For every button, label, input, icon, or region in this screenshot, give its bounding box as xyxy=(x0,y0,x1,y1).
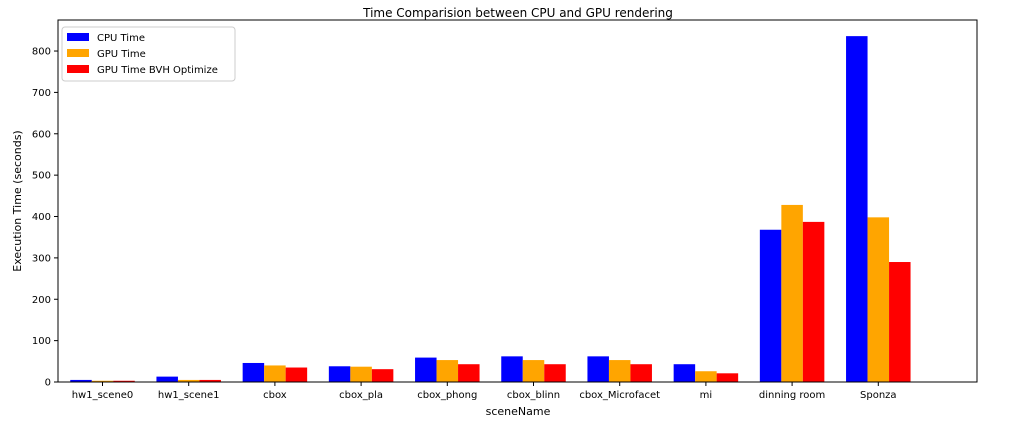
y-tick-label: 0 xyxy=(45,378,51,389)
bar-gpu-time-bvh-optimize-5 xyxy=(544,364,566,382)
bar-gpu-time-4 xyxy=(436,360,459,382)
bar-gpu-time-bvh-optimize-0 xyxy=(113,380,135,382)
y-axis: 0 100 200 300 400 500 600 700 800 xyxy=(32,47,58,389)
x-tick-label: cbox_phong xyxy=(417,390,477,401)
bar-gpu-time-bvh-optimize-3 xyxy=(371,369,394,382)
bar-gpu-time-bvh-optimize-9 xyxy=(889,262,911,382)
y-tick-label: 500 xyxy=(32,171,51,182)
bar-cpu-time-1 xyxy=(156,376,178,382)
bar-cpu-time-8 xyxy=(759,229,782,382)
x-tick-label: cbox_pla xyxy=(339,390,383,401)
bar-gpu-time-bvh-optimize-1 xyxy=(199,379,221,382)
x-tick-label: cbox_Microfacet xyxy=(579,390,660,401)
bar-cpu-time-9 xyxy=(846,36,868,382)
y-tick-label: 700 xyxy=(32,88,51,99)
x-tick-label: hw1_scene0 xyxy=(72,390,134,401)
x-tick-label: Sponza xyxy=(860,390,897,401)
bar-gpu-time-9 xyxy=(867,217,890,382)
bar-cpu-time-7 xyxy=(673,364,696,382)
bar-gpu-time-3 xyxy=(350,366,372,382)
bar-cpu-time-4 xyxy=(415,357,437,382)
plot-frame xyxy=(57,19,978,383)
x-axis-label: sceneName xyxy=(486,405,551,418)
legend-swatch xyxy=(67,33,89,41)
bar-cpu-time-5 xyxy=(501,356,523,382)
bar-gpu-time-7 xyxy=(695,371,717,382)
bar-gpu-time-2 xyxy=(264,365,286,382)
chart-title: Time Comparision between CPU and GPU ren… xyxy=(362,6,673,20)
bar-gpu-time-1 xyxy=(177,379,200,382)
bar-gpu-time-bvh-optimize-4 xyxy=(458,364,480,382)
legend-swatch xyxy=(67,65,89,73)
x-tick-label: mi xyxy=(700,390,713,401)
bar-cpu-time-2 xyxy=(242,362,265,382)
legend: CPU Time GPU Time GPU Time BVH Optimize xyxy=(61,26,236,82)
legend-frame xyxy=(61,26,236,82)
x-tick-label: hw1_scene1 xyxy=(158,390,220,401)
x-tick-label: cbox xyxy=(263,390,287,401)
bar-gpu-time-bvh-optimize-2 xyxy=(285,367,308,382)
legend-swatch xyxy=(67,49,89,57)
legend-label: GPU Time xyxy=(97,49,146,60)
bar-cpu-time-3 xyxy=(328,366,351,382)
y-tick-label: 800 xyxy=(32,47,51,58)
y-axis-label: Execution Time (seconds) xyxy=(11,130,24,271)
legend-label: GPU Time BVH Optimize xyxy=(97,65,218,76)
bar-gpu-time-bvh-optimize-8 xyxy=(802,221,825,382)
bar-cpu-time-6 xyxy=(587,356,609,382)
bar-gpu-time-8 xyxy=(781,204,803,382)
y-tick-label: 100 xyxy=(32,336,51,347)
bars-layer xyxy=(70,36,911,382)
bar-cpu-time-0 xyxy=(70,379,92,382)
bar-gpu-time-bvh-optimize-6 xyxy=(630,364,652,382)
y-tick-label: 600 xyxy=(32,129,51,140)
x-axis: hw1_scene0 hw1_scene1 cbox cbox_pla cbox_pho… xyxy=(72,382,897,401)
bar-gpu-time-5 xyxy=(522,360,545,382)
bar-gpu-time-6 xyxy=(608,360,631,382)
legend-label: CPU Time xyxy=(97,33,145,44)
y-tick-label: 300 xyxy=(32,253,51,264)
x-tick-label: cbox_blinn xyxy=(507,390,560,401)
x-tick-label: dinning room xyxy=(759,390,825,401)
bar-gpu-time-0 xyxy=(91,380,114,382)
y-tick-label: 200 xyxy=(32,295,51,306)
bar-gpu-time-bvh-optimize-7 xyxy=(716,373,739,382)
y-tick-label: 400 xyxy=(32,212,51,223)
